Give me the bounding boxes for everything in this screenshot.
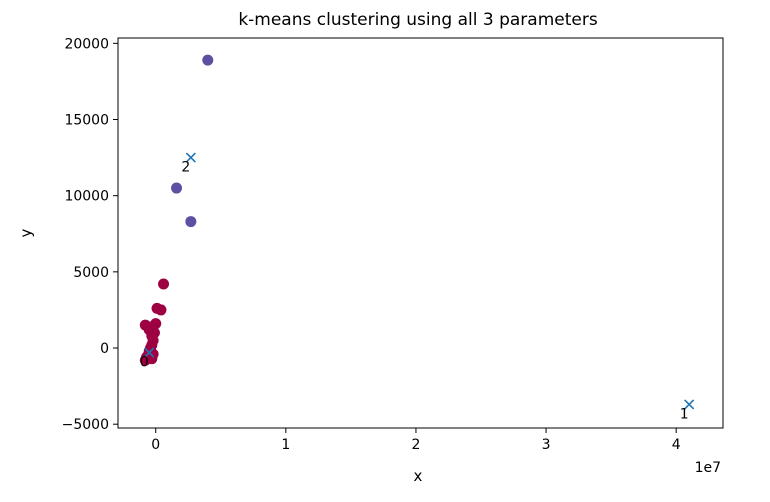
centroid-marker	[144, 347, 155, 358]
data-point-cluster-2	[202, 54, 214, 66]
y-tick-label: 20000	[64, 36, 109, 52]
centroid-layer: 0 1 2	[140, 152, 695, 422]
centroid-marker	[684, 399, 695, 410]
y-tick-label: 0	[100, 341, 109, 357]
data-point-cluster-2	[185, 216, 197, 228]
centroid-label: 2	[181, 160, 190, 176]
data-point-cluster-2	[171, 182, 183, 194]
y-tick-label: 10000	[64, 189, 109, 205]
y-axis-title: y	[17, 228, 35, 237]
chart-title: k-means clustering using all 3 parameter…	[238, 10, 598, 30]
centroid-marker	[185, 152, 196, 163]
y-tick-label: 5000	[73, 265, 109, 281]
x-tick-label: 3	[542, 437, 551, 453]
x-tick-label: 2	[411, 437, 420, 453]
x-axis: 0 1 2 3 4	[151, 428, 681, 453]
y-tick-label: −5000	[62, 417, 109, 433]
plot-frame	[117, 37, 724, 429]
centroid-label: 1	[680, 406, 689, 422]
y-tick-label: 15000	[64, 113, 109, 129]
data-point-cluster-0	[150, 318, 162, 330]
data-point-cluster-0	[148, 327, 160, 339]
x-tick-label: 4	[672, 437, 681, 453]
data-point-cluster-0	[155, 304, 167, 316]
x-axis-offset-label: 1e7	[695, 460, 721, 476]
marks-layer	[139, 54, 214, 366]
x-tick-label: 1	[281, 437, 290, 453]
centroid-label: 0	[140, 355, 149, 371]
x-tick-label: 0	[151, 437, 160, 453]
x-axis-title: x	[414, 467, 423, 485]
data-point-cluster-0	[158, 278, 170, 290]
y-axis: −5000 0 5000 10000 15000 20000	[62, 36, 118, 433]
